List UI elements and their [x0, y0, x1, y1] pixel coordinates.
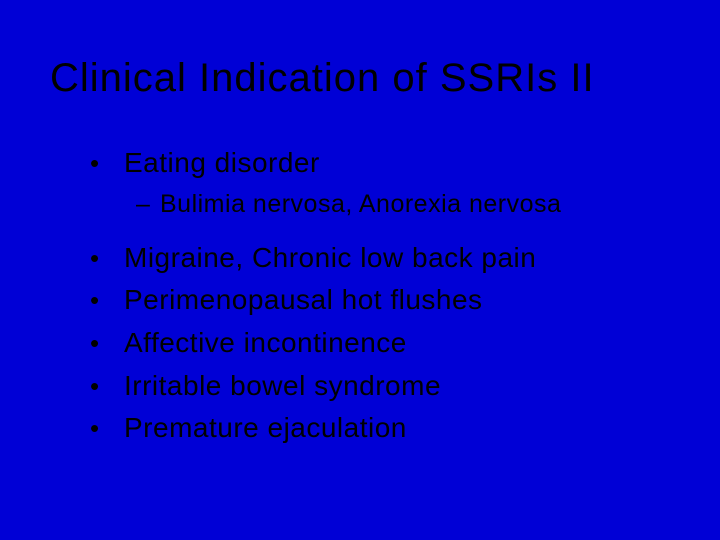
bullet-item: • Perimenopausal hot flushes — [90, 280, 670, 321]
bullet-icon: • — [90, 280, 124, 321]
bullet-text: Migraine, Chronic low back pain — [124, 238, 536, 279]
bullet-item: • Irritable bowel syndrome — [90, 366, 670, 407]
sub-bullet-text: Bulimia nervosa, Anorexia nervosa — [160, 186, 561, 222]
bullet-icon: • — [90, 408, 124, 449]
slide: Clinical Indication of SSRIs II • Eating… — [0, 0, 720, 540]
bullet-icon: • — [90, 323, 124, 364]
bullet-icon: • — [90, 238, 124, 279]
bullet-item: • Premature ejaculation — [90, 408, 670, 449]
bullet-text: Irritable bowel syndrome — [124, 366, 441, 407]
dash-icon: – — [136, 186, 160, 222]
bullet-text: Premature ejaculation — [124, 408, 407, 449]
bullet-item: • Affective incontinence — [90, 323, 670, 364]
bullet-icon: • — [90, 366, 124, 407]
bullet-text: Perimenopausal hot flushes — [124, 280, 483, 321]
slide-title: Clinical Indication of SSRIs II — [50, 56, 670, 101]
bullet-text: Affective incontinence — [124, 323, 407, 364]
bullet-item: • Eating disorder — [90, 143, 670, 184]
bullet-item: • Migraine, Chronic low back pain — [90, 238, 670, 279]
bullet-icon: • — [90, 143, 124, 184]
sub-bullet-item: – Bulimia nervosa, Anorexia nervosa — [90, 186, 670, 222]
slide-content: • Eating disorder – Bulimia nervosa, Ano… — [50, 143, 670, 449]
bullet-text: Eating disorder — [124, 143, 320, 184]
